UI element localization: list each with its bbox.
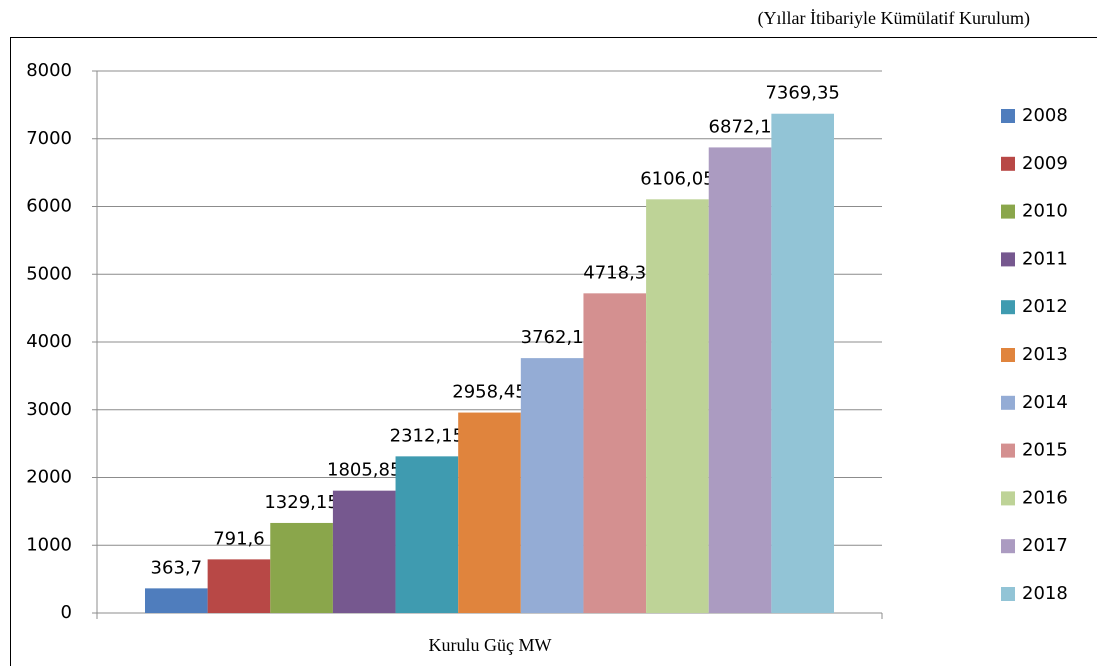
legend-swatch: [1001, 204, 1015, 219]
data-label: 791,6: [213, 528, 265, 549]
data-label: 2312,15: [390, 425, 464, 446]
bar: [270, 522, 333, 613]
data-label: 7369,35: [765, 83, 839, 104]
data-label: 6106,05: [640, 168, 714, 189]
bar: [583, 293, 647, 613]
y-tick-label: 0: [61, 602, 72, 623]
data-label: 2958,45: [452, 382, 526, 403]
legend-label: 2010: [1022, 201, 1068, 222]
legend-swatch: [1001, 156, 1015, 171]
legend-label: 2017: [1022, 535, 1068, 556]
legend-label: 2011: [1022, 248, 1068, 269]
bar: [708, 147, 772, 613]
data-label: 1329,15: [264, 492, 338, 513]
chart-subtitle: (Yıllar İtibariyle Kümülatif Kurulum): [758, 8, 1030, 29]
data-label: 6872,1: [709, 116, 772, 137]
legend-swatch: [1001, 443, 1015, 458]
bar: [145, 588, 208, 613]
y-tick-label: 8000: [26, 60, 72, 81]
chart-border: [10, 37, 1097, 666]
bar: [458, 412, 521, 613]
legend-swatch: [1001, 300, 1015, 315]
data-label: 3762,1: [521, 327, 584, 348]
y-tick-label: 7000: [26, 128, 72, 149]
bar: [207, 559, 271, 613]
legend-swatch: [1001, 539, 1015, 554]
legend-swatch: [1001, 109, 1015, 123]
y-tick-label: 5000: [26, 263, 72, 284]
y-tick-label: 2000: [26, 467, 72, 488]
legend-label: 2014: [1022, 392, 1068, 413]
bar: [646, 199, 709, 613]
legend-label: 2009: [1022, 153, 1068, 174]
bar: [520, 358, 584, 613]
data-label: 1805,85: [327, 460, 401, 481]
y-tick-label: 3000: [26, 399, 72, 420]
data-label: 4718,3: [583, 262, 646, 283]
y-tick-label: 4000: [26, 331, 72, 352]
bar: [771, 113, 834, 614]
legend-label: 2018: [1022, 583, 1068, 604]
bar: [395, 456, 459, 613]
legend-swatch: [1001, 252, 1015, 267]
legend-swatch: [1001, 587, 1015, 601]
legend-swatch: [1001, 348, 1015, 362]
legend-swatch: [1001, 491, 1015, 506]
y-tick-label: 6000: [26, 196, 72, 217]
data-label: 363,7: [151, 557, 203, 578]
legend-swatch: [1001, 395, 1015, 410]
legend-label: 2016: [1022, 487, 1068, 508]
legend-label: 2015: [1022, 440, 1068, 461]
legend-label: 2012: [1022, 296, 1068, 317]
x-axis-label: Kurulu Güç MW: [429, 635, 552, 655]
y-tick-label: 1000: [26, 534, 72, 555]
legend-label: 2008: [1022, 105, 1068, 126]
bar: [332, 490, 396, 613]
legend-label: 2013: [1022, 344, 1068, 365]
